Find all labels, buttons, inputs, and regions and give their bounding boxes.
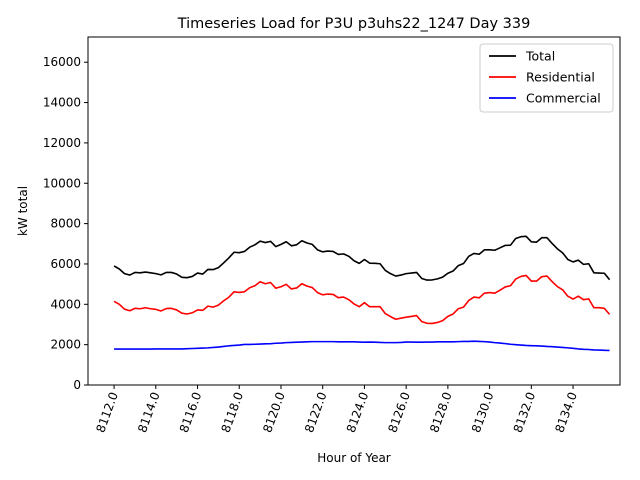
y-tick-label: 0 (73, 378, 81, 392)
plot-frame (87, 36, 621, 386)
x-tick-label: 8130.0 (469, 390, 497, 434)
x-tick-label: 8116.0 (177, 390, 205, 434)
y-tick-label: 14000 (43, 96, 81, 110)
legend-box (479, 43, 614, 113)
y-axis-label: kW total (16, 186, 30, 236)
y-tick-label: 2000 (50, 338, 81, 352)
series-line-total (113, 235, 611, 281)
series-line-residential (113, 274, 611, 325)
x-tick-label: 8120.0 (260, 390, 288, 434)
x-tick-label: 8112.0 (93, 390, 121, 434)
x-tick-label: 8132.0 (511, 390, 539, 434)
legend-label-residential: Residential (526, 70, 595, 85)
series-layer (113, 235, 611, 352)
y-tick-label: 12000 (43, 136, 81, 150)
x-tick-label: 8134.0 (552, 390, 580, 434)
chart-title: Timeseries Load for P3U p3uhs22_1247 Day… (177, 16, 531, 32)
x-tick-label: 8124.0 (344, 390, 372, 434)
legend: Total Residential Commercial (479, 43, 614, 113)
series-line-commercial (114, 340, 610, 352)
y-tick-label: 4000 (50, 297, 81, 311)
x-tick-label: 8114.0 (135, 390, 163, 434)
y-tick-label: 8000 (50, 217, 81, 231)
y-tick-label: 16000 (43, 55, 81, 69)
y-tick-label: 10000 (43, 176, 81, 190)
x-tick-label: 8128.0 (427, 390, 455, 434)
x-tick-label: 8118.0 (219, 390, 247, 434)
x-tick-label: 8126.0 (385, 390, 413, 434)
legend-label-total: Total (525, 49, 555, 64)
legend-label-commercial: Commercial (526, 91, 601, 106)
x-axis-label: Hour of Year (317, 451, 391, 465)
y-tick-label: 6000 (50, 257, 81, 271)
x-tick-label: 8122.0 (302, 390, 330, 434)
